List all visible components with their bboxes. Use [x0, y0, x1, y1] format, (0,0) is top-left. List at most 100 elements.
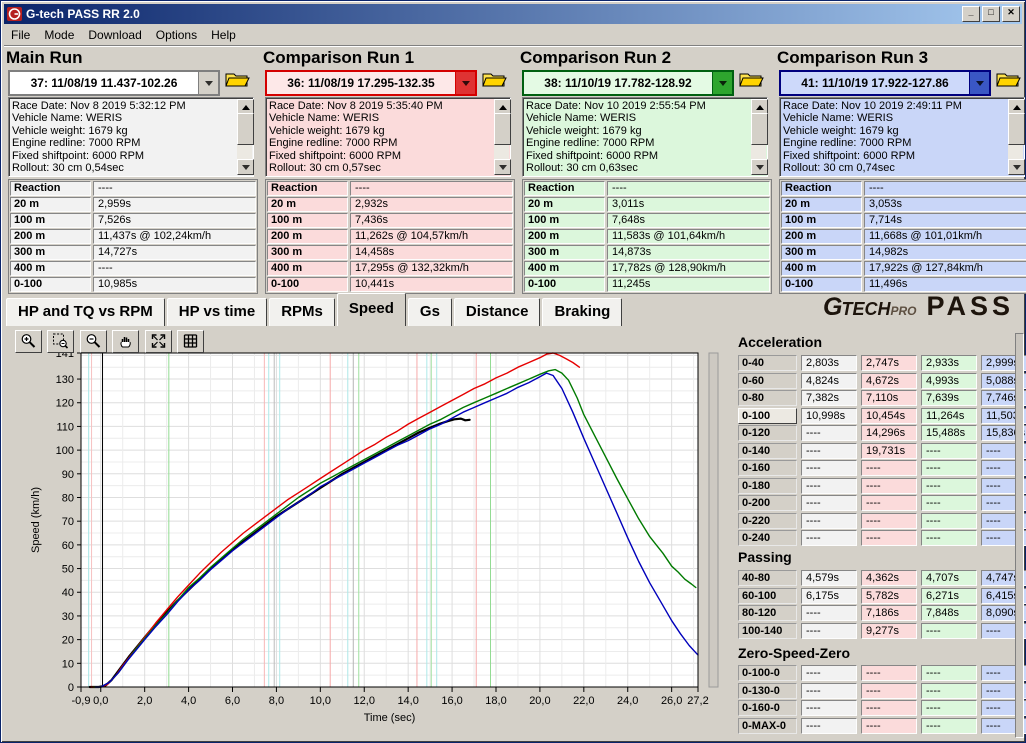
load-run-button[interactable] [736, 70, 766, 92]
reaction-value: 2,959s [93, 197, 256, 212]
run-selector-dropdown[interactable]: 41: 11/10/19 17.922-127.86 [779, 70, 991, 96]
row-label-button[interactable]: 0-100-0 [738, 665, 797, 681]
info-scrollbar[interactable] [237, 99, 254, 175]
row-label-button[interactable]: 40-80 [738, 570, 797, 586]
run-selector-dropdown[interactable]: 38: 11/10/19 17.782-128.92 [522, 70, 734, 96]
y-tick-label: 20 [62, 635, 74, 647]
chart-side-scrollbar[interactable] [708, 352, 719, 688]
tab-hp-vs-time[interactable]: HP vs time [166, 298, 268, 326]
row-label-button[interactable]: 0-180 [738, 477, 797, 494]
row-label-button[interactable]: 80-120 [738, 605, 797, 621]
row-label-button[interactable]: 0-130-0 [738, 682, 797, 699]
scrollbar-thumb[interactable] [237, 113, 254, 145]
row-label-button[interactable]: 0-160-0 [738, 700, 797, 716]
y-tick-label: 10 [62, 658, 74, 670]
grid-icon[interactable] [177, 330, 205, 353]
menu-options[interactable]: Options [155, 28, 198, 42]
load-run-button[interactable] [222, 70, 252, 92]
x-tick-label: 10,0 [310, 695, 331, 707]
reaction-label: 20 m [267, 197, 348, 212]
row-label-button[interactable]: 0-220 [738, 512, 797, 529]
row-label-button[interactable]: 0-160 [738, 460, 797, 476]
menu-mode[interactable]: Mode [44, 28, 75, 42]
dropdown-arrow-icon[interactable] [712, 72, 732, 94]
row-label-button[interactable]: 0-240 [738, 530, 797, 546]
table-row: 0-100-0 ---- ---- ---- ---- [738, 665, 1026, 681]
title-bar[interactable]: G-tech PASS RR 2.0 _ □ ✕ [4, 4, 1022, 24]
value-cell-main: ---- [801, 530, 857, 546]
scroll-down-button[interactable] [1008, 159, 1025, 175]
run-selector-value: 38: 11/10/19 17.782-128.92 [544, 76, 692, 90]
row-label-button[interactable]: 0-100 [738, 407, 797, 424]
zoom-in-icon[interactable] [15, 330, 42, 353]
dropdown-arrow-icon[interactable] [198, 72, 218, 94]
row-label-button[interactable]: 0-80 [738, 390, 797, 406]
dropdown-arrow-icon[interactable] [969, 72, 989, 94]
menu-help[interactable]: Help [211, 28, 236, 42]
value-cell-run2: ---- [921, 442, 977, 459]
scrollbar-thumb[interactable] [1008, 113, 1025, 145]
close-button[interactable]: ✕ [1002, 6, 1020, 22]
zoom-selection-icon[interactable] [47, 330, 75, 353]
menu-download[interactable]: Download [88, 28, 142, 42]
value-cell-run1: ---- [861, 530, 917, 546]
reaction-row: 400 m 17,922s @ 127,84km/h [781, 261, 1026, 276]
run-selector-dropdown[interactable]: 37: 11/08/19 11.437-102.26 [8, 70, 220, 96]
tab-braking[interactable]: Braking [542, 298, 623, 326]
value-cell-main: ---- [801, 425, 857, 441]
tab-distance[interactable]: Distance [453, 298, 541, 326]
run-selector-dropdown[interactable]: 36: 11/08/19 17.295-132.35 [265, 70, 477, 96]
reaction-label: Reaction [524, 181, 605, 196]
reaction-row: 100 m 7,526s [10, 213, 256, 228]
value-cell-run2: 4,707s [921, 570, 977, 586]
scroll-up-button[interactable] [494, 99, 511, 115]
run-info-line: Vehicle Name: WERIS [526, 112, 637, 125]
menu-file[interactable]: File [11, 28, 31, 42]
info-scrollbar[interactable] [494, 99, 511, 175]
row-label-button[interactable]: 100-140 [738, 622, 797, 639]
reaction-row: 400 m ---- [10, 261, 256, 276]
table-row: 0-160-0 ---- ---- ---- ---- [738, 700, 1026, 716]
run-info-line: Fixed shiftpoint: 6000 RPM [526, 149, 659, 162]
run-panel-run1: Comparison Run 1 36: 11/08/19 17.295-132.… [263, 47, 515, 294]
tab-speed[interactable]: Speed [336, 293, 406, 326]
tab-gs[interactable]: Gs [407, 298, 452, 326]
dropdown-arrow-icon[interactable] [455, 72, 475, 94]
maximize-button[interactable]: □ [982, 6, 1000, 22]
pan-hand-icon[interactable] [112, 330, 140, 353]
load-run-button[interactable] [479, 70, 509, 92]
scrollbar-thumb[interactable] [494, 113, 511, 145]
reaction-label: Reaction [10, 181, 91, 196]
row-label-button[interactable]: 0-200 [738, 495, 797, 511]
value-cell-main: ---- [801, 665, 857, 681]
fit-expand-icon[interactable] [144, 330, 172, 353]
reaction-row: 100 m 7,714s [781, 213, 1026, 228]
panel-scrollbar[interactable] [1015, 333, 1024, 738]
scroll-down-button[interactable] [751, 159, 768, 175]
value-cell-main: 7,382s [801, 390, 857, 406]
load-run-button[interactable] [993, 70, 1023, 92]
zoom-out-icon[interactable] [79, 330, 107, 353]
row-label-button[interactable]: 0-40 [738, 355, 797, 371]
scroll-down-button[interactable] [237, 159, 254, 175]
tab-rpms[interactable]: RPMs [269, 298, 335, 326]
value-cell-run3: ---- [981, 700, 1026, 716]
x-tick-label: 16,0 [441, 695, 462, 707]
row-label-button[interactable]: 0-60 [738, 372, 797, 389]
scrollbar-thumb[interactable] [751, 113, 768, 145]
row-label-button[interactable]: 0-140 [738, 442, 797, 459]
info-scrollbar[interactable] [751, 99, 768, 175]
scroll-up-button[interactable] [1008, 99, 1025, 115]
row-label-button[interactable]: 0-120 [738, 425, 797, 441]
value-cell-run1: ---- [861, 682, 917, 699]
row-label-button[interactable]: 60-100 [738, 587, 797, 604]
y-tick-label: 100 [56, 445, 74, 457]
row-label-button[interactable]: 0-MAX-0 [738, 717, 797, 734]
info-scrollbar[interactable] [1008, 99, 1025, 175]
x-tick-label: 27,2 [687, 695, 708, 707]
y-tick-label: 60 [62, 540, 74, 552]
scroll-down-button[interactable] [494, 159, 511, 175]
tab-hp-and-tq-vs-rpm[interactable]: HP and TQ vs RPM [6, 298, 165, 326]
minimize-button[interactable]: _ [962, 6, 980, 22]
